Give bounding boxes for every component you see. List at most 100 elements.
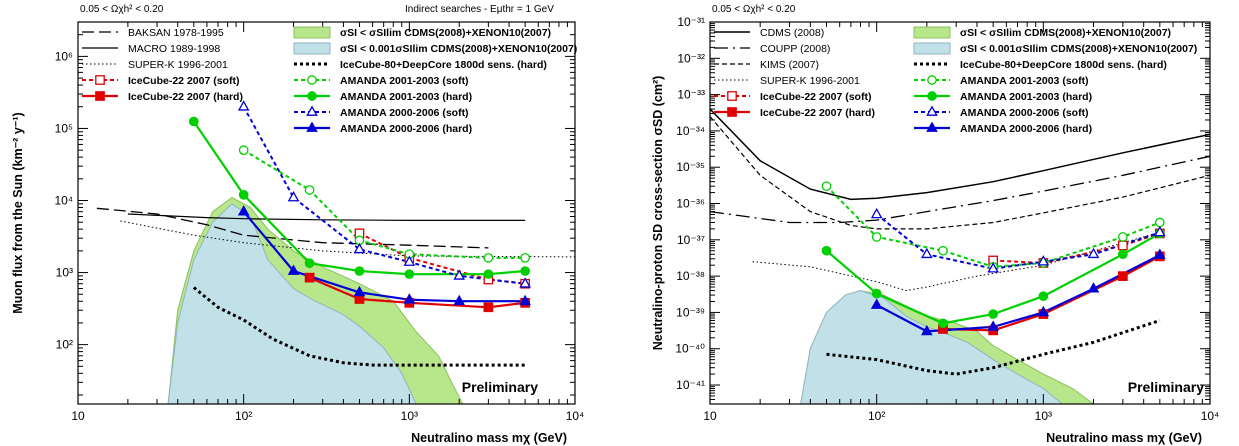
legend-marker xyxy=(95,75,105,85)
legend-swatch xyxy=(293,42,331,55)
legend-label: σSI < σSIlim CDMS(2008)+XENON10(2007) xyxy=(340,27,551,39)
x-tick-label: 10 xyxy=(71,409,85,423)
chart-panel-1: 0.05 < Ωχh² < 0.20 Indirect searches - Eμ… xyxy=(11,4,584,445)
series-line-5 xyxy=(942,255,1161,332)
x-tick-label: 10⁴ xyxy=(566,409,585,423)
series-line-8 xyxy=(242,210,526,303)
series-group xyxy=(710,108,1210,376)
axis-ticks xyxy=(709,22,1210,405)
legend-label: BAKSAN 1978-1995 xyxy=(128,27,224,39)
data-point xyxy=(1118,271,1128,281)
x-tick-label: 10⁴ xyxy=(1201,409,1220,423)
x-tick-label: 10³ xyxy=(1035,409,1052,423)
legend-label: COUPP (2008) xyxy=(760,43,830,55)
legend-label: AMANDA 2000-2006 (hard) xyxy=(340,123,472,135)
series-line-0 xyxy=(710,108,1210,201)
legend-label: IceCube-22 2007 (soft) xyxy=(760,91,871,103)
regions xyxy=(800,290,1095,404)
legend-label: AMANDA 2001-2003 (hard) xyxy=(340,91,472,103)
data-point xyxy=(354,266,365,276)
legend-marker xyxy=(306,105,318,116)
data-point xyxy=(353,285,366,297)
series-line-3 xyxy=(752,231,1160,292)
legend-label: AMANDA 2000-2006 (hard) xyxy=(960,123,1092,135)
legend-marker xyxy=(927,75,937,85)
data-point xyxy=(304,272,315,283)
data-point xyxy=(238,189,249,200)
legend-label: SUPER-K 1996-2001 xyxy=(128,59,228,71)
series-line-0 xyxy=(96,207,489,249)
data-point xyxy=(520,253,530,263)
data-point xyxy=(870,298,883,309)
legend-swatch xyxy=(913,42,951,55)
legend: BAKSAN 1978-1995 MACRO 1989-1998 SUPER-K 1… xyxy=(82,26,577,135)
region-sigma-si-0001-lim xyxy=(800,290,1064,404)
series-line-2 xyxy=(120,220,575,258)
data-point xyxy=(287,190,300,202)
y-tick-label: 10⁻³⁴ xyxy=(676,124,705,138)
legend-marker xyxy=(95,91,105,101)
data-point xyxy=(1118,249,1128,260)
y-tick-label: 10⁻⁴¹ xyxy=(676,378,705,392)
legend-marker xyxy=(926,121,938,132)
legend-label: IceCube-80+DeepCore 1800d sens. (hard) xyxy=(340,59,547,71)
y-tick-label: 10⁶ xyxy=(55,49,73,63)
y-tick-label: 10⁻³⁶ xyxy=(676,197,705,211)
series-line-9 xyxy=(876,254,1161,333)
data-point xyxy=(483,253,494,263)
data-point xyxy=(1154,225,1166,237)
x-tick-label: 10² xyxy=(235,409,252,423)
data-point xyxy=(987,262,999,273)
plot-frame xyxy=(709,21,1211,405)
data-point xyxy=(519,294,531,306)
data-point xyxy=(871,288,882,299)
data-point xyxy=(821,181,832,192)
legend-label: IceCube-22 2007 (hard) xyxy=(128,91,243,103)
y-tick-label: 10⁻³⁹ xyxy=(676,305,705,319)
data-point xyxy=(1038,291,1049,302)
y-tick-label: 10⁻³⁷ xyxy=(677,233,705,247)
header-left-text: 0.05 < Ωχh² < 0.20 xyxy=(80,4,164,15)
legend-label: MACRO 1989-1998 xyxy=(128,43,220,55)
data-point xyxy=(287,264,300,275)
legend-swatch xyxy=(913,26,951,39)
legend-label: AMANDA 2000-2006 (soft) xyxy=(340,107,469,119)
data-point xyxy=(188,116,199,127)
y-tick-label: 10³ xyxy=(56,266,73,280)
legend-label: CDMS (2008) xyxy=(760,27,824,39)
series-line-9 xyxy=(192,286,526,367)
x-tick-label: 10³ xyxy=(401,409,418,423)
data-point xyxy=(1118,232,1128,242)
y-axis-label: Neutralino-proton SD cross-section σSD (… xyxy=(651,76,665,351)
y-tick-label: 10⁻⁴⁰ xyxy=(675,342,705,356)
data-point xyxy=(519,277,531,288)
header-left-text: 0.05 < Ωχh² < 0.20 xyxy=(712,4,796,15)
legend-marker xyxy=(727,107,737,117)
data-point xyxy=(1087,282,1100,293)
legend-marker xyxy=(306,121,318,132)
series-group xyxy=(96,100,575,367)
y-tick-label: 10² xyxy=(56,338,73,352)
legend-label: IceCube-22 2007 (hard) xyxy=(760,107,875,119)
y-tick-label: 10⁵ xyxy=(55,121,73,135)
data-point xyxy=(483,302,494,313)
data-point xyxy=(304,258,315,269)
legend-marker xyxy=(307,75,317,85)
data-point xyxy=(987,320,999,331)
series-line-8 xyxy=(876,213,1161,270)
data-point xyxy=(237,205,250,216)
legend-label: AMANDA 2001-2003 (hard) xyxy=(960,91,1092,103)
data-point xyxy=(938,318,948,329)
data-point xyxy=(520,266,530,276)
y-tick-label: 10⁻³² xyxy=(677,51,705,65)
x-tick-label: 10 xyxy=(703,409,717,423)
data-point xyxy=(1118,240,1128,251)
series-line-10 xyxy=(826,319,1161,376)
series-line-2 xyxy=(710,116,1210,230)
series-line-1 xyxy=(710,155,1210,224)
legend-label: SUPER-K 1996-2001 xyxy=(760,75,860,87)
data-point xyxy=(453,294,466,306)
legend-marker xyxy=(727,91,737,101)
data-point xyxy=(1154,217,1165,228)
legend-label: IceCube-22 2007 (soft) xyxy=(128,75,239,87)
